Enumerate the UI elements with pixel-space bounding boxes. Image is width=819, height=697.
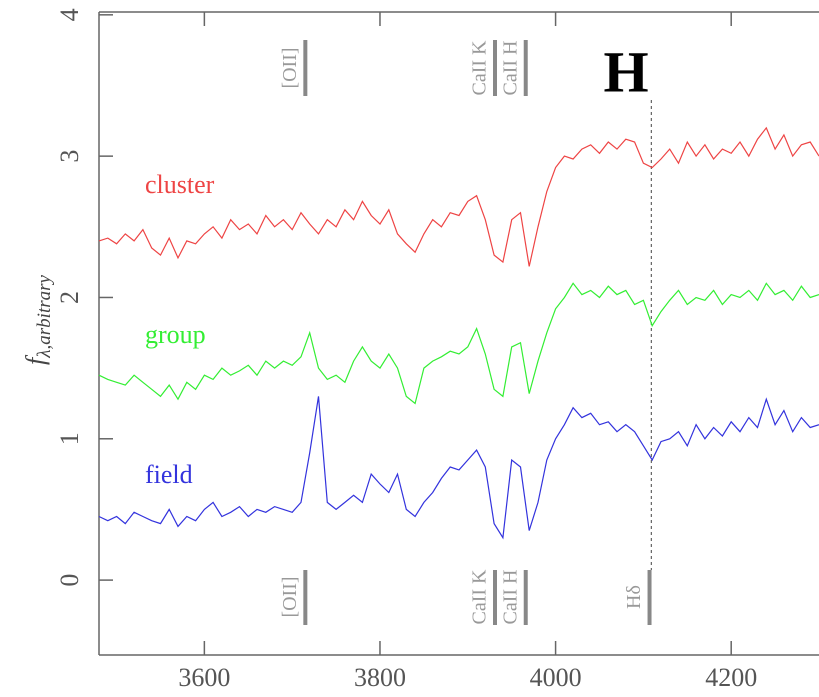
feature-label: CaII K: [469, 569, 491, 625]
spectrum-line: [98, 396, 819, 540]
feature-label: CaII H: [499, 570, 521, 625]
x-tick-label: 3600: [178, 663, 230, 692]
y-tick-label: 0: [55, 574, 84, 587]
x-tick-label: 4000: [530, 663, 582, 692]
feature-label: CaII K: [469, 40, 491, 96]
feature-label: [OII]: [279, 47, 301, 88]
x-tick-label: 3800: [354, 663, 406, 692]
x-tick-label: 4200: [705, 663, 757, 692]
y-tick-label: 2: [55, 291, 84, 304]
series-label: cluster: [145, 170, 215, 199]
y-tick-label: 1: [55, 432, 84, 445]
feature-label: [OII]: [279, 576, 301, 617]
y-label-sub: λ,arbitrary: [34, 274, 55, 358]
series-label: field: [145, 460, 193, 489]
y-tick-label: 4: [55, 8, 84, 21]
spectrum-line: [98, 282, 819, 405]
spectrum-line: [98, 126, 819, 267]
headline: H: [603, 39, 648, 104]
feature-label: CaII H: [499, 41, 521, 96]
series-label: group: [145, 320, 206, 349]
feature-label: Hδ: [623, 585, 645, 609]
y-axis-label: fλ,arbitrary: [21, 274, 55, 364]
y-tick-label: 3: [55, 150, 84, 163]
y-label-main: f: [21, 354, 50, 365]
